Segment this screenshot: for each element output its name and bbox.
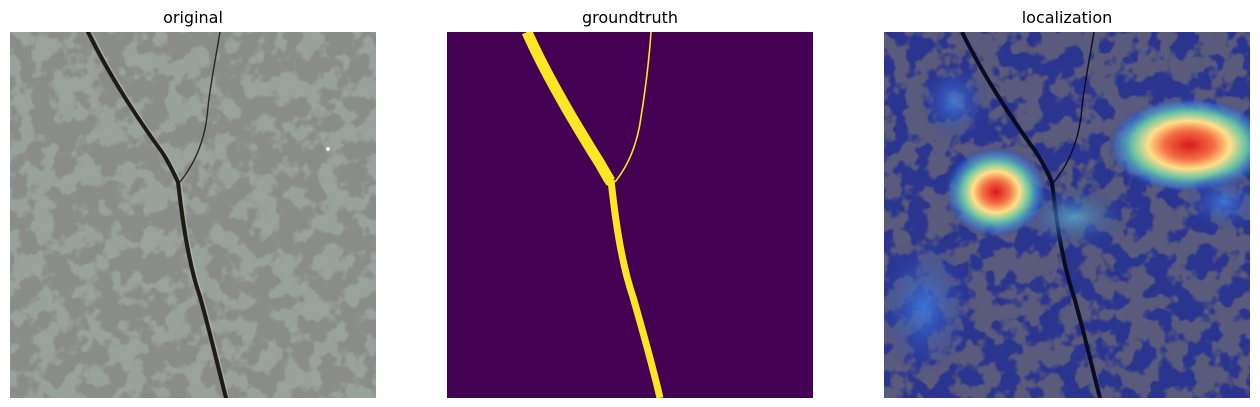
localization-heatmap (884, 32, 1250, 398)
stone-grain (10, 32, 376, 398)
main-crack-highlight (91, 32, 230, 398)
activation-right-tail (1184, 172, 1250, 232)
heatmap-main-crack (960, 32, 1102, 398)
mask-crack-lower (607, 179, 664, 398)
panel-groundtruth: groundtruth (447, 0, 813, 407)
panel-title-localization: localization (1021, 8, 1113, 27)
panel-title-original: original (163, 8, 223, 27)
mask-crack-upper (521, 32, 616, 186)
groundtruth-mask (447, 32, 813, 398)
panel-original: original (10, 0, 376, 407)
mask-crack-branch (614, 32, 652, 183)
activation-hotspot-right (1107, 97, 1250, 193)
panel-localization: localization (884, 0, 1250, 407)
mask-background (447, 32, 813, 398)
panel-title-groundtruth: groundtruth (581, 8, 678, 27)
heatmap-branch-crack (1053, 32, 1095, 183)
white-speck (326, 147, 330, 151)
activation-upper-left (918, 62, 990, 142)
activation-hotspot-left (944, 146, 1048, 238)
main-crack (86, 32, 228, 398)
original-image (10, 32, 376, 398)
activation-lower-left (884, 237, 974, 377)
branch-crack (179, 32, 221, 183)
